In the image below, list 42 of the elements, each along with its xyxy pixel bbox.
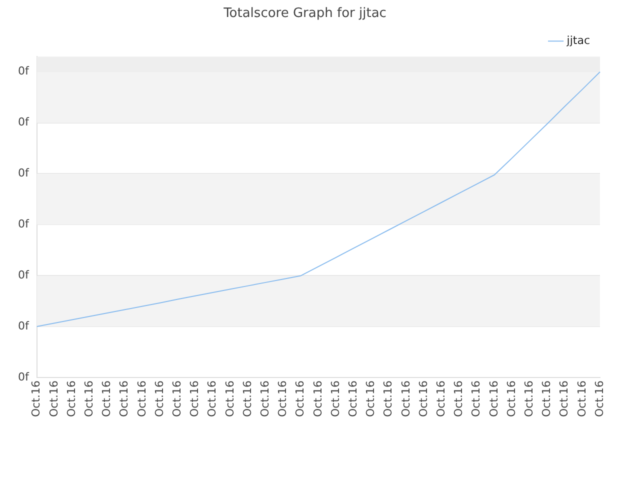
x-tick-label: Oct.16 <box>434 380 448 418</box>
x-tick-label: Oct.16 <box>276 380 290 418</box>
text: 0f <box>18 64 30 78</box>
x-tick-label: Oct.16 <box>170 380 184 418</box>
text: 0f <box>18 166 30 180</box>
x-tick-label: Oct.16 <box>346 380 360 418</box>
x-tick-label: Oct.16 <box>223 380 236 418</box>
chart-title: Totalscore Graph for jjtac <box>222 6 386 22</box>
x-tick-label: Oct.16 <box>311 380 324 418</box>
text: 0f <box>18 268 30 282</box>
x-tick-label: Oct.16 <box>452 380 466 418</box>
x-tick-label: Oct.16 <box>575 380 588 418</box>
x-tick-label: Oct.16 <box>64 380 78 418</box>
x-tick-label: Oct.16 <box>188 380 202 418</box>
x-tick-label: Oct.16 <box>100 380 114 418</box>
x-tick-label: Oct.16 <box>416 380 430 418</box>
x-tick-label: Oct.16 <box>294 380 307 418</box>
x-tick-label: Oct.16 <box>540 380 554 418</box>
x-tick-label: Oct.16 <box>135 380 148 418</box>
x-tick-label: Oct.16 <box>522 380 536 418</box>
legend-label: jjtac <box>566 34 590 47</box>
x-tick-label: Oct.16 <box>258 380 272 418</box>
x-tick-label: Oct.16 <box>487 380 500 418</box>
text: 0f <box>18 116 30 129</box>
x-tick-label: Oct.16 <box>240 380 254 418</box>
text: 0f <box>18 370 30 384</box>
x-tick-label: Oct.16 <box>328 380 342 418</box>
x-tick-label: Oct.16 <box>152 380 166 418</box>
text: 0f <box>18 319 30 332</box>
x-tick-label: Oct.16 <box>470 380 483 418</box>
x-tick-label: Oct.16 <box>592 380 606 418</box>
x-tick-label: Oct.16 <box>382 380 395 418</box>
x-tick-label: Oct.16 <box>399 380 412 418</box>
x-tick-label: Oct.16 <box>206 380 219 418</box>
x-tick-label: Oct.16 <box>504 380 518 418</box>
x-tick-label: Oct.16 <box>364 380 378 418</box>
x-tick-label: Oct.16 <box>82 380 96 418</box>
x-tick-label: Oct.16 <box>47 380 60 418</box>
text: 0f <box>18 218 30 231</box>
x-tick-label: Oct.16 <box>558 380 571 418</box>
x-tick-label: Oct.16 <box>118 380 131 418</box>
x-tick-label: Oct.16 <box>30 380 43 418</box>
